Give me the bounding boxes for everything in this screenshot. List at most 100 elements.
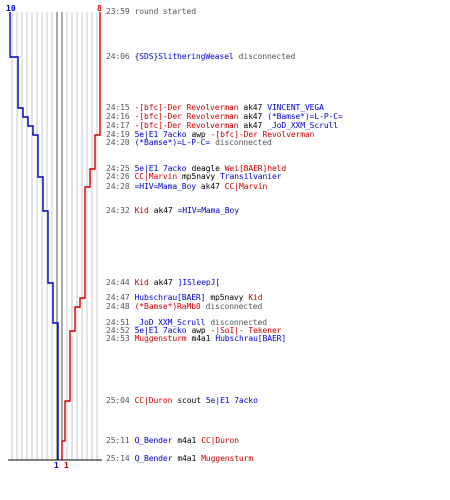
player-name: CC|Duron (134, 396, 173, 405)
event-row: 24:48 (*Bamse*)RaMb0 disconnected (106, 302, 267, 312)
blue-team-start-count: 10 (6, 4, 16, 13)
event-time: 24:17 (106, 121, 130, 130)
blue-team-count-line (9, 12, 59, 460)
event-row: 24:32 Kid ak47 =HIV=Mama_Boy (106, 206, 244, 216)
weapon-name: m4a1 (177, 436, 197, 445)
red-team-start-count: 8 (97, 4, 102, 13)
event-row: 25:04 CC|Duron scout 5e|E1 7acko (106, 396, 263, 406)
weapon-name: m4a1 (191, 334, 211, 343)
player-name: (*Bamse*)RaMb0 (134, 302, 201, 311)
player-name: CC|Duron (201, 436, 239, 445)
event-time: 24:28 (106, 182, 130, 191)
player-name: (*Bamse*)=L-P-C= (267, 112, 343, 121)
player-name: =HIV=Mama_Boy (134, 182, 196, 191)
event-time: 24:25 (106, 164, 130, 173)
event-time: 24:52 (106, 326, 130, 335)
player-name: -|SoI|- Tekener (210, 326, 282, 335)
blue-team-end-count: 1 (54, 461, 59, 470)
player-name: Wei[BAER]held (224, 164, 287, 173)
event-time: 24:26 (106, 172, 130, 181)
red-team-end-count: 1 (64, 461, 69, 470)
event-status: disconnected (215, 138, 272, 147)
event-row: 24:47 Hubschrau[BAER] mp5navy Kid (106, 293, 268, 303)
player-name: 5e|E1 7acko (134, 326, 187, 335)
weapon-name: deagle (191, 164, 220, 173)
player-name: Muggensturm (201, 454, 254, 463)
player-name: 5e|E1 7acko (134, 164, 187, 173)
red-team-count-line (61, 12, 101, 460)
event-time: 25:04 (106, 396, 130, 405)
event-status: round started (134, 7, 196, 16)
player-name: Hubschrau[BAER] (134, 293, 206, 302)
round-event-log: 23:59 round started 24:06 {SDS}SlitheringWe… (106, 0, 450, 500)
weapon-name: m4a1 (177, 454, 197, 463)
event-row: 24:52 5e|E1 7acko awp -|SoI|- Tekener (106, 326, 286, 336)
player-name: Kid (134, 278, 149, 287)
player-name: Muggensturm (134, 334, 187, 343)
event-row: 24:28 =HIV=Mama_Boy ak47 CC|Marvin (106, 182, 272, 192)
weapon-name: ak47 (243, 121, 263, 130)
event-time: 25:11 (106, 436, 130, 445)
event-row: 24:51 _JoD_XXM_Scrull disconnected (106, 318, 272, 328)
event-time: 24:32 (106, 206, 130, 215)
event-row: 24:17 -[bfc]-Der Revolverman ak47 _JoD_XXM_… (106, 121, 343, 131)
event-row: 24:15 -[bfc]-Der Revolverman ak47 VINCENT_V… (106, 103, 329, 113)
weapon-name: mp5navy (182, 172, 216, 181)
player-name: (*Bamse*)=L-P-C= (134, 138, 211, 147)
player-name: Q_Bender (134, 436, 173, 445)
player-name: VINCENT_VEGA (267, 103, 324, 112)
player-name: Q_Bender (134, 454, 173, 463)
team-count-timeline: 10 8 1 1 (0, 0, 106, 475)
event-row: 24:26 CC|Marvin mp5navy Transilvanier (106, 172, 286, 182)
weapon-name: ak47 (153, 278, 173, 287)
event-time: 24:20 (106, 138, 130, 147)
player-name: {SDS}SlitheringWeasel (134, 52, 234, 61)
weapon-name: awp (191, 326, 206, 335)
player-name: -[bfc]-Der Revolverman (134, 103, 239, 112)
player-name: CC|Marvin (224, 182, 268, 191)
weapon-name: mp5navy (210, 293, 244, 302)
player-name: =HIV=Mama_Boy (177, 206, 239, 215)
weapon-name: ak47 (200, 182, 220, 191)
event-status: disconnected (238, 52, 296, 61)
player-name: -[bfc]-Der Revolverman (210, 130, 315, 139)
player-name: 5e|E1 7acko (134, 130, 187, 139)
event-status: disconnected (205, 302, 263, 311)
player-name: CC|Marvin (134, 172, 178, 181)
event-time: 25:14 (106, 454, 130, 463)
player-name: 5e|E1 7acko (205, 396, 258, 405)
event-row: 24:06 {SDS}SlitheringWeasel disconnected (106, 52, 300, 62)
event-time: 24:06 (106, 52, 130, 61)
event-time: 23:59 (106, 7, 130, 16)
player-name: _JoD_XXM_Scrull (134, 318, 206, 327)
weapon-name: awp (191, 130, 206, 139)
weapon-name: ak47 (153, 206, 173, 215)
player-name: Hubschrau[BAER] (215, 334, 287, 343)
event-time: 24:51 (106, 318, 130, 327)
event-time: 24:47 (106, 293, 130, 302)
event-time: 24:53 (106, 334, 130, 343)
event-time: 24:15 (106, 103, 130, 112)
player-name: ]ISleepJ[ (177, 278, 221, 287)
event-row: 24:16 -[bfc]-Der Revolverman ak47 (*Bamse*)… (106, 112, 348, 122)
event-row: 25:11 Q_Bender m4a1 CC|Duron (106, 436, 244, 446)
player-name: -[bfc]-Der Revolverman (134, 121, 239, 130)
player-name: -[bfc]-Der Revolverman (134, 112, 239, 121)
event-time: 24:48 (106, 302, 130, 311)
player-name: Kid (134, 206, 149, 215)
event-row: 24:25 5e|E1 7acko deagle Wei[BAER]held (106, 164, 291, 174)
event-row: 24:19 5e|E1 7acko awp -[bfc]-Der Revolverma… (106, 130, 319, 140)
event-row: 23:59 round started (106, 7, 201, 17)
event-time: 24:19 (106, 130, 130, 139)
timeline-graph (8, 12, 102, 461)
event-row: 24:20 (*Bamse*)=L-P-C= disconnected (106, 138, 277, 148)
weapon-name: scout (177, 396, 201, 405)
weapon-name: ak47 (243, 103, 263, 112)
player-name: _JoD_XXM_Scrull (267, 121, 338, 130)
weapon-name: ak47 (243, 112, 263, 121)
event-time: 24:44 (106, 278, 130, 287)
player-name: Kid (248, 293, 263, 302)
player-name: Transilvanier (220, 172, 282, 181)
event-row: 24:53 Muggensturm m4a1 Hubschrau[BAER] (106, 334, 291, 344)
event-row: 24:44 Kid ak47 ]ISleepJ[ (106, 278, 225, 288)
